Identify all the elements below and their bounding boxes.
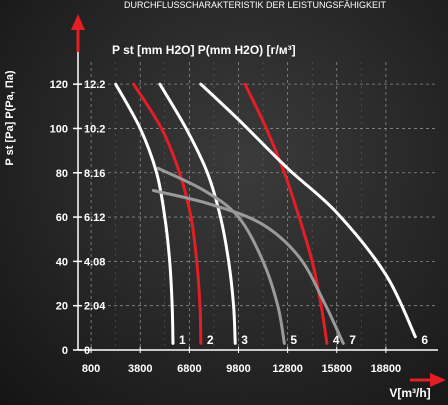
y2-tick-label: 10.2 xyxy=(84,123,105,135)
x-axis-label: V[m³/h] xyxy=(389,386,430,400)
y-axis-arrow-head xyxy=(71,14,85,30)
series-line-4 xyxy=(243,82,329,345)
x-tick-label: 12800 xyxy=(272,363,303,375)
y2-tick-label: 4.08 xyxy=(84,256,105,268)
y2-tick-label: 0 xyxy=(84,345,90,357)
x-tick-label: 18800 xyxy=(371,363,402,375)
y-tick-label: 60 xyxy=(56,212,68,224)
x-tick-label: 800 xyxy=(82,363,100,375)
series-line-1 xyxy=(114,82,175,345)
grid xyxy=(78,62,435,350)
series-line-3 xyxy=(158,82,237,345)
series-line-2 xyxy=(132,82,203,345)
y-tick-label: 20 xyxy=(56,301,68,313)
y-tick-label: 40 xyxy=(56,256,68,268)
y2-tick-label: 12.2 xyxy=(84,79,105,91)
curve-label-3: 3 xyxy=(241,333,248,347)
axes xyxy=(71,14,446,387)
x-tick-label: 9800 xyxy=(226,363,250,375)
curve-label-2: 2 xyxy=(207,333,214,347)
series-line-6 xyxy=(199,82,417,339)
y2-tick-label: 8.16 xyxy=(84,168,105,180)
x-axis-arrow-head xyxy=(430,373,446,387)
y2-tick-label: 2.04 xyxy=(84,301,106,313)
series-line-5 xyxy=(156,166,286,345)
x-tick-label: 3800 xyxy=(128,363,152,375)
series-line-7 xyxy=(151,188,345,345)
curve-label-6: 6 xyxy=(421,333,428,347)
chart-header-title: DURCHFLUSSCHARAKTERISTIK DER LEISTUNGSFÄ… xyxy=(124,0,387,10)
series-lines xyxy=(114,82,417,345)
chart-subtitle: P st [mm H2O] P(mm H2O) [г/м³] xyxy=(112,43,296,57)
y-tick-label: 120 xyxy=(50,79,68,91)
tick-labels: 0 20 40 60 80 100 120 0 2.04 4.08 6.12 8.16 10.2 12.2… xyxy=(50,79,402,375)
y-tick-label: 80 xyxy=(56,168,68,180)
x-tick-label: 6800 xyxy=(177,363,201,375)
curve-label-7: 7 xyxy=(349,333,356,347)
curve-label-5: 5 xyxy=(290,333,297,347)
y-axis-label: P st [Pa] P(Pa, Па) xyxy=(4,70,16,165)
curve-label-1: 1 xyxy=(179,333,186,347)
y2-tick-label: 6.12 xyxy=(84,212,105,224)
curve-label-4: 4 xyxy=(333,333,340,347)
y-tick-label: 0 xyxy=(62,345,68,357)
y-tick-label: 100 xyxy=(50,123,68,135)
x-tick-label: 15800 xyxy=(321,363,352,375)
